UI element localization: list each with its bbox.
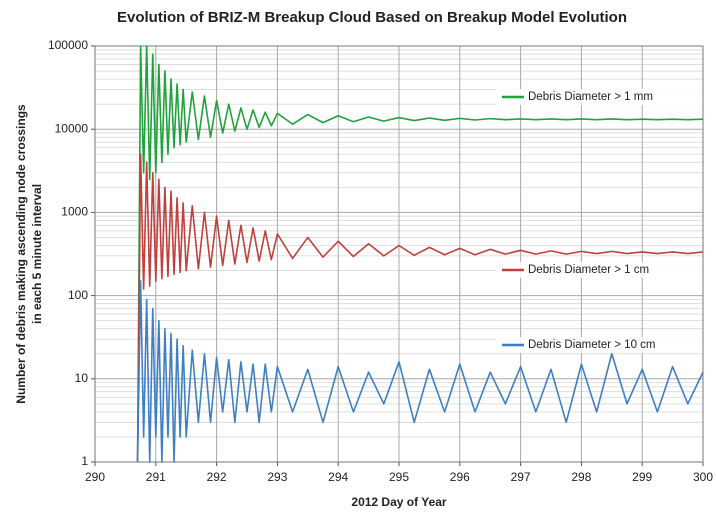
x-tick-label: 291 [146,470,166,484]
y-tick-label: 100 [68,288,88,302]
x-tick-label: 295 [389,470,409,484]
x-tick-label: 297 [511,470,531,484]
chart-title: Evolution of BRIZ-M Breakup Cloud Based … [117,9,627,26]
x-axis-title: 2012 Day of Year [351,495,447,509]
legend-label: Debris Diameter > 1 cm [528,264,649,276]
plot-frame [94,45,704,463]
x-tick-label: 300 [693,470,713,484]
x-tick-label: 299 [632,470,652,484]
series-line [136,153,704,463]
x-tick-label: 293 [267,470,287,484]
x-tick-label: 290 [85,470,105,484]
series-line [136,45,704,463]
legend-bg [496,337,702,353]
legend-bg [496,262,702,278]
y-axis-title: Number of debris making ascending node c… [14,104,28,404]
x-tick-label: 294 [328,470,348,484]
y-tick-label: 1 [81,454,88,468]
x-tick-label: 292 [207,470,227,484]
x-tick-label: 298 [571,470,591,484]
series-line [136,280,704,463]
x-tick-label: 296 [450,470,470,484]
y-axis-title: in each 5 minute interval [30,184,44,324]
legend-bg [496,89,702,105]
legend-label: Debris Diameter > 10 cm [528,339,656,351]
legend-label: Debris Diameter > 1 mm [528,91,653,103]
y-tick-label: 100000 [48,38,88,52]
y-tick-label: 10000 [55,121,89,135]
y-tick-label: 10 [75,371,89,385]
y-tick-label: 1000 [61,205,88,219]
